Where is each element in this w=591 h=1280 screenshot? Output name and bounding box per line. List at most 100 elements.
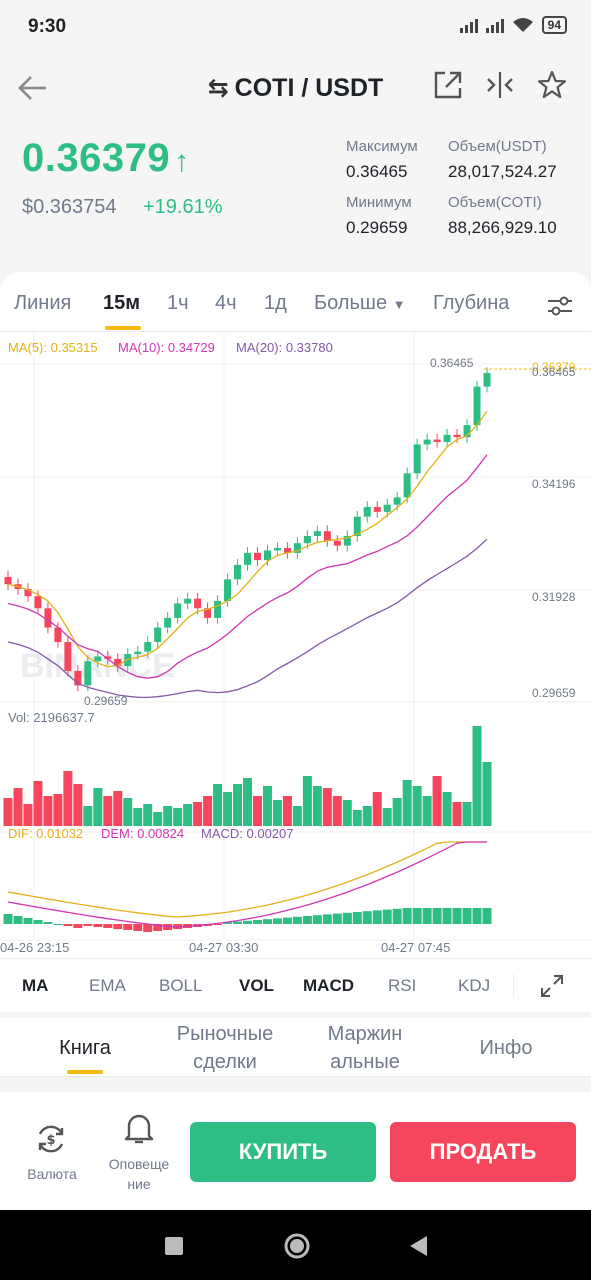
home-icon[interactable] [283,1232,311,1260]
macd-bar-22 [223,922,233,924]
volume-bar-24 [243,778,252,826]
interval-tabs: Линия 15м 1ч 4ч 1д Больше ▼ Глубина [0,280,591,330]
candle-body-6 [64,642,72,671]
external-link-icon[interactable] [433,70,463,100]
macd-bar-7 [73,924,83,928]
macd-bar-14 [143,924,153,932]
low-label: Минимум [346,194,412,211]
tab-info[interactable]: Инфо [479,1037,533,1059]
indicator-macd[interactable]: MACD [303,976,354,995]
indicator-boll[interactable]: BOLL [159,976,203,995]
macd-bar-4 [43,922,53,924]
indicator-ma[interactable]: MA [22,976,49,995]
buy-button[interactable]: КУПИТЬ [190,1122,376,1182]
last-price: 0.36379 ↑ [22,136,190,180]
dif-legend: DIF: 0.01032 [8,826,84,841]
wifi-icon [512,18,533,32]
active-tab-underline [105,326,141,330]
ma10-legend: MA(10): 0.34729 [118,340,215,355]
sell-button[interactable]: ПРОДАТЬ [390,1122,576,1182]
star-icon[interactable] [537,70,567,100]
candle-body-21 [214,601,222,618]
pair-title[interactable]: ⇆ COTI / USDT [207,74,384,102]
fullscreen-icon[interactable] [540,974,564,998]
tab-book[interactable]: Книга [59,1037,111,1059]
time-label-2: 04-27 03:30 [189,940,259,955]
candle-body-9 [94,656,102,662]
settings-sliders-icon[interactable] [546,294,574,318]
candle-body-18 [184,598,192,604]
candle-body-34 [343,535,351,546]
candle-body-46 [463,425,471,438]
candle-body-10 [104,656,112,659]
candle-body-30 [303,535,311,544]
indicator-rsi[interactable]: RSI [388,976,417,995]
tab-depth[interactable]: Глубина [433,292,510,314]
candle-body-32 [323,531,331,541]
indicators-top-divider [0,958,591,959]
candlestick-chart[interactable]: BINANCE MA(5): 0.35315 MA(10): 0.34729 M… [0,332,591,955]
bottom-tabs-divider [0,1076,591,1077]
tab-1h[interactable]: 1ч [167,292,189,314]
macd-bar-41 [412,908,422,924]
macd-bar-35 [352,912,362,924]
candle-body-14 [144,642,152,652]
macd-bar-37 [372,910,382,924]
candle-body-42 [423,439,431,445]
volume-bar-13 [133,808,143,826]
candle-body-45 [453,434,461,438]
header: ⇆ COTI / USDT [0,58,591,118]
high-label: Максимум [346,138,418,155]
low-marker: 0.29659 [84,694,128,708]
tab-line[interactable]: Линия [14,292,72,314]
tab-more[interactable]: Больше ▼ [314,292,406,314]
candle-body-36 [363,507,371,517]
status-time: 9:30 [28,16,67,37]
alerts-label: Оповеще ние [108,1156,170,1192]
currency-exchange-icon[interactable]: $ [34,1122,68,1156]
candle-body-19 [194,598,202,609]
volume-bar-7 [73,784,83,826]
up-arrow-icon: ↑ [174,145,190,178]
volume-bar-31 [312,786,322,826]
macd-bar-3 [33,920,43,924]
candle-body-2 [24,589,32,597]
candle-body-29 [293,543,301,553]
volume-bar-29 [292,806,302,826]
macd-bar-32 [322,914,332,924]
macd-bar-38 [382,909,392,924]
candle-body-47 [473,386,481,426]
recents-icon[interactable] [165,1237,183,1255]
volume-bar-48 [482,762,492,826]
volume-bar-3 [33,781,43,826]
volume-bar-21 [213,784,223,826]
ma20-line [7,538,488,699]
indicator-ema[interactable]: EMA [89,976,126,995]
tab-1d[interactable]: 1д [264,292,287,314]
indicator-kdj[interactable]: KDJ [458,976,491,995]
volume-bars [3,726,492,826]
macd-bars [3,908,492,932]
volume-bar-19 [193,802,203,826]
macd-bar-0 [3,914,13,924]
tab-margin[interactable]: Маржин альные [327,1023,403,1073]
indicator-vol[interactable]: VOL [239,976,274,995]
macd-bar-11 [113,924,123,929]
macd-bar-33 [332,913,342,924]
bell-icon[interactable] [123,1112,155,1146]
back-nav-icon[interactable] [407,1234,429,1258]
tab-4h[interactable]: 4ч [215,292,237,314]
volume-bar-42 [422,796,432,826]
tab-market-trades[interactable]: Рыночные сделки [176,1023,274,1073]
back-arrow-icon[interactable] [18,74,48,102]
candle-body-7 [74,670,82,686]
compare-icon[interactable] [485,70,515,100]
action-bar: $ Валюта Оповеще ние КУПИТЬ ПРОДАТЬ [0,1092,591,1210]
volume-bar-38 [382,808,392,826]
volume-bar-0 [3,798,13,826]
macd-bar-12 [123,924,133,930]
ma5-line [7,411,488,668]
tab-15m[interactable]: 15м [103,292,141,314]
price-axis-2: 0.34196 [532,477,576,491]
volume-bar-36 [362,806,372,826]
